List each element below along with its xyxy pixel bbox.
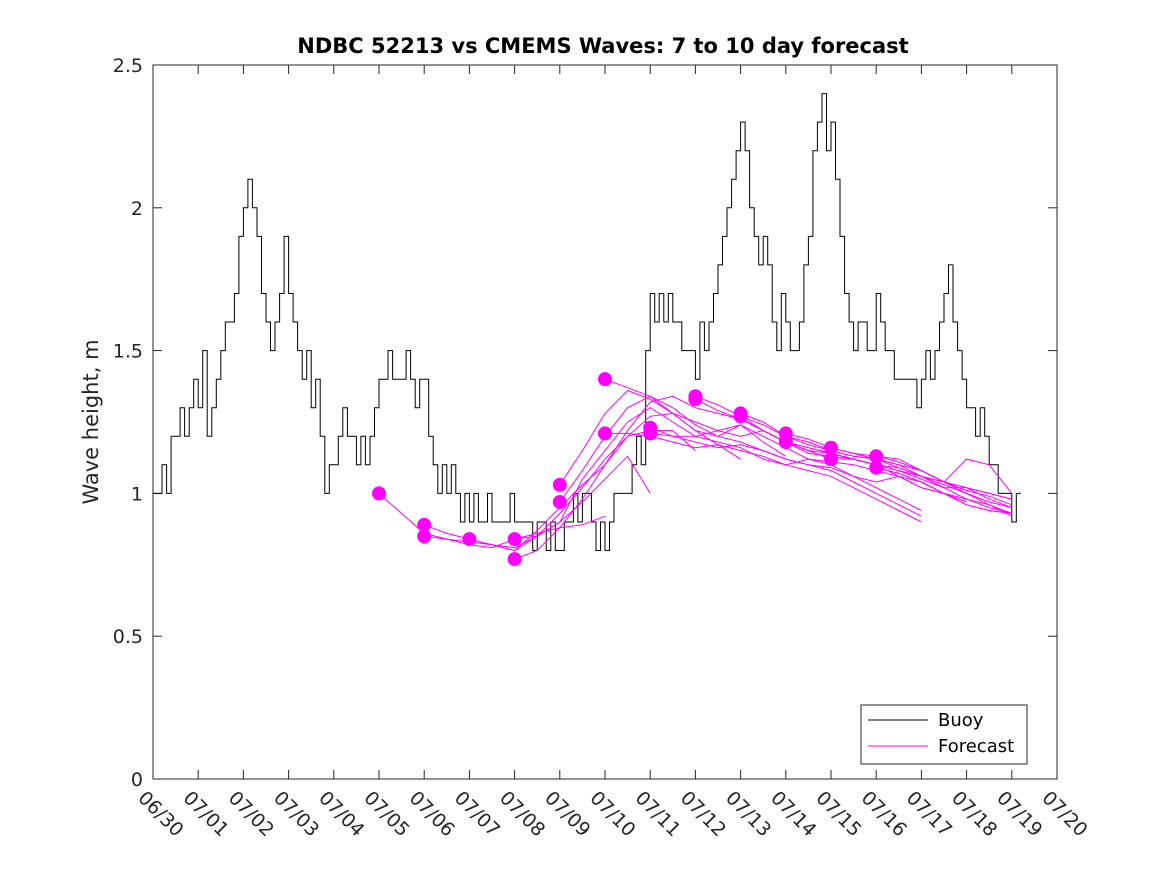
legend-buoy-label: Buoy xyxy=(938,710,984,731)
forecast-line-18 xyxy=(785,441,1012,500)
y-tick-label: 2.5 xyxy=(113,55,143,77)
forecast-line-1 xyxy=(378,493,606,549)
buoy-series xyxy=(153,93,1021,551)
forecast-init-marker xyxy=(688,392,703,407)
forecast-line-17 xyxy=(785,432,1013,494)
y-axis-label: Wave height, m xyxy=(79,339,103,504)
axes-background xyxy=(153,65,1057,779)
legend-box xyxy=(860,704,1028,765)
chart-title: NDBC 52213 vs CMEMS Waves: 7 to 10 day f… xyxy=(297,34,908,58)
forecast-line-8 xyxy=(559,395,922,511)
y-tick-label: 0.5 xyxy=(113,626,143,648)
y-tick-label: 0 xyxy=(131,769,143,791)
forecast-line-22 xyxy=(876,467,1013,517)
forecast-init-marker xyxy=(462,532,477,547)
buoy-line xyxy=(153,93,1021,551)
forecast-init-marker xyxy=(643,426,658,441)
forecast-line-19 xyxy=(830,447,1012,514)
plot-area: 00.511.522.5 06/3007/0107/0207/0307/0407… xyxy=(113,55,1092,841)
forecast-init-marker xyxy=(507,552,522,567)
y-tick-label: 1 xyxy=(131,483,143,505)
y-axis: 0 0.5 1 1.5 2 2.5 xyxy=(113,55,1057,791)
forecast-init-marker xyxy=(598,426,612,441)
y-tick-label: 2 xyxy=(131,198,143,220)
forecast-init-marker xyxy=(372,486,386,501)
legend: Buoy Forecast xyxy=(860,704,1028,765)
forecast-init-markers xyxy=(372,372,884,567)
forecast-line-10 xyxy=(605,432,922,523)
y-tick-label: 1.5 xyxy=(113,341,143,363)
forecast-init-marker xyxy=(733,409,748,424)
forecast-init-marker xyxy=(778,434,793,449)
forecast-init-marker xyxy=(417,529,432,544)
forecast-line-20 xyxy=(831,458,1012,514)
legend-forecast-label: Forecast xyxy=(938,736,1014,757)
forecast-init-marker xyxy=(824,452,838,467)
forecast-init-marker xyxy=(869,460,884,475)
forecast-init-marker xyxy=(598,372,612,387)
forecast-line-7 xyxy=(559,390,877,486)
forecast-init-marker xyxy=(552,494,567,509)
forecast-line-21 xyxy=(876,455,1012,509)
forecast-init-marker xyxy=(507,532,522,547)
axes-frame xyxy=(152,64,1058,780)
forecast-init-marker xyxy=(552,477,567,492)
